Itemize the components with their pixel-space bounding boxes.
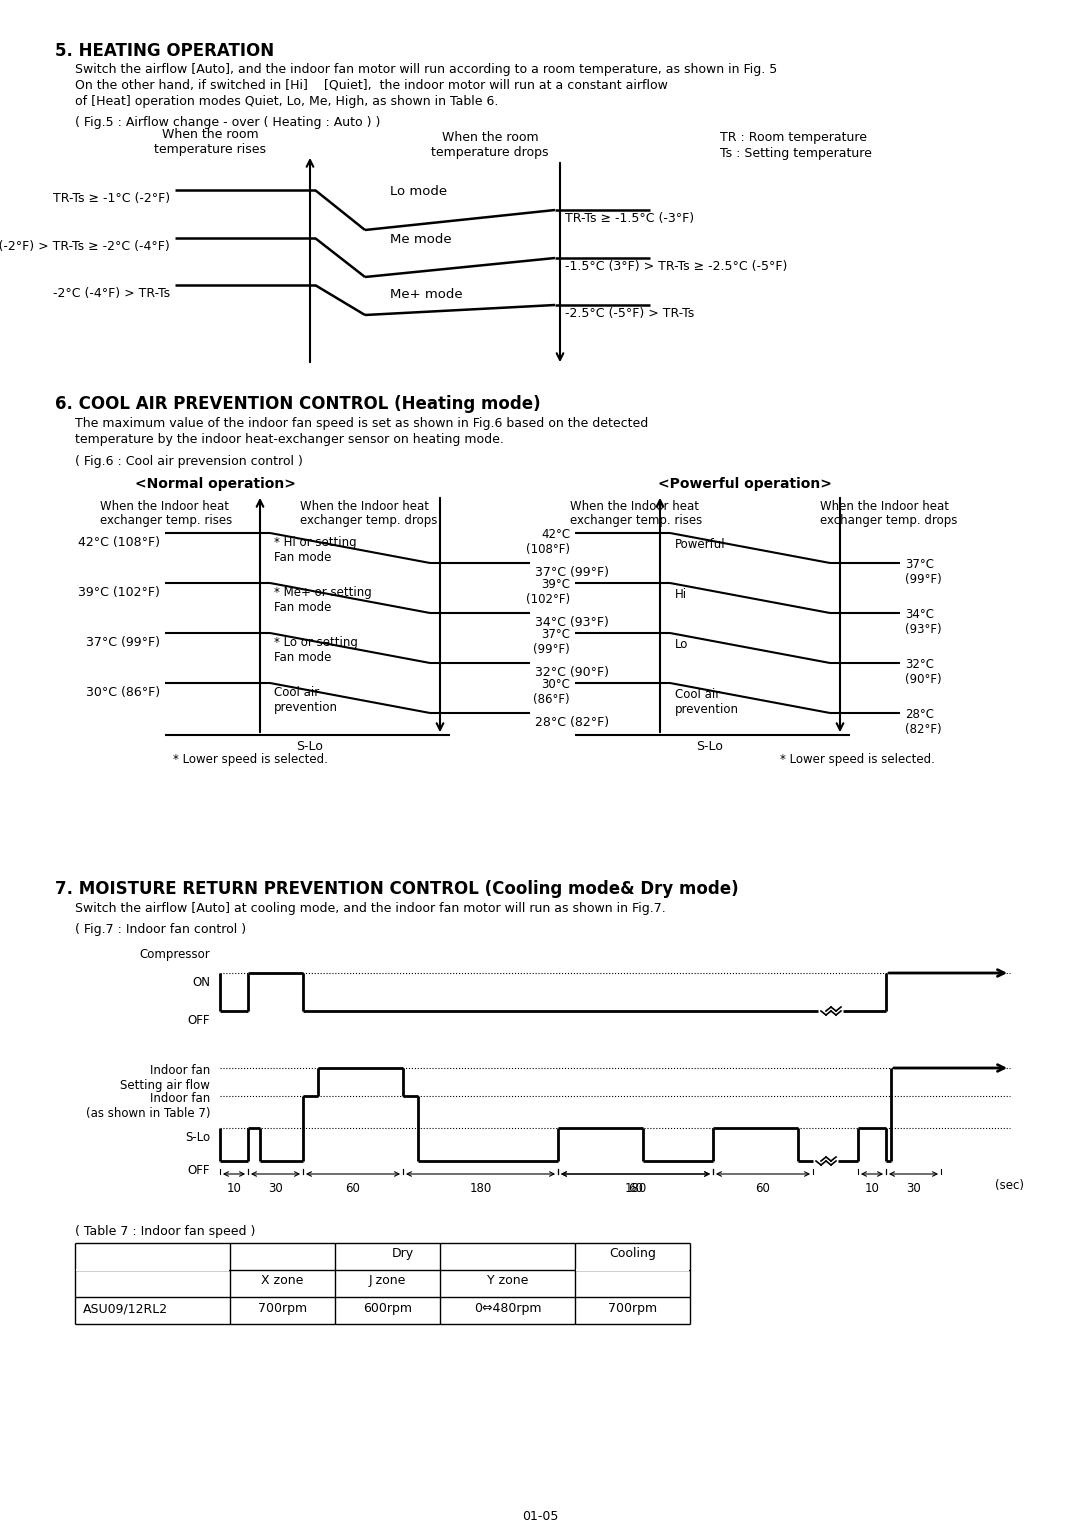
Text: -2°C (-4°F) > TR-Ts: -2°C (-4°F) > TR-Ts: [53, 287, 170, 299]
Text: ON: ON: [192, 976, 210, 989]
Text: 37°C (99°F): 37°C (99°F): [535, 567, 609, 579]
Text: 60: 60: [346, 1182, 361, 1196]
Text: -1°C (-2°F) > TR-Ts ≥ -2°C (-4°F): -1°C (-2°F) > TR-Ts ≥ -2°C (-4°F): [0, 240, 170, 253]
Text: 32°C (90°F): 32°C (90°F): [535, 666, 609, 680]
Text: When the Indoor heat: When the Indoor heat: [820, 499, 949, 513]
Text: On the other hand, if switched in [Hi]    [Quiet],  the indoor motor will run at: On the other hand, if switched in [Hi] […: [75, 79, 667, 92]
Text: 39°C (102°F): 39°C (102°F): [78, 586, 160, 599]
Text: When the Indoor heat: When the Indoor heat: [300, 499, 429, 513]
Text: Cool air
prevention: Cool air prevention: [675, 689, 739, 716]
Text: 700rpm: 700rpm: [608, 1303, 657, 1315]
Text: Lo mode: Lo mode: [390, 185, 447, 199]
Text: exchanger temp. rises: exchanger temp. rises: [570, 515, 702, 527]
Text: 39°C
(102°F): 39°C (102°F): [526, 579, 570, 606]
Text: <Normal operation>: <Normal operation>: [135, 476, 296, 492]
Text: Switch the airflow [Auto] at cooling mode, and the indoor fan motor will run as : Switch the airflow [Auto] at cooling mod…: [75, 902, 665, 915]
Text: 600rpm: 600rpm: [363, 1303, 411, 1315]
Text: J zone: J zone: [368, 1274, 406, 1287]
Text: temperature drops: temperature drops: [431, 147, 549, 159]
Text: 30: 30: [268, 1182, 283, 1196]
Text: 28°C
(82°F): 28°C (82°F): [905, 709, 942, 736]
Text: temperature rises: temperature rises: [154, 144, 266, 156]
Text: Indoor fan
Setting air flow: Indoor fan Setting air flow: [120, 1064, 210, 1092]
Text: * Lo or setting
Fan mode: * Lo or setting Fan mode: [274, 637, 357, 664]
Text: TR : Room temperature: TR : Room temperature: [720, 131, 867, 144]
Text: ( Fig.6 : Cool air prevension control ): ( Fig.6 : Cool air prevension control ): [75, 455, 302, 467]
Text: 30: 30: [906, 1182, 921, 1196]
Text: 30°C (86°F): 30°C (86°F): [86, 686, 160, 699]
Text: * Hi or setting
Fan mode: * Hi or setting Fan mode: [274, 536, 356, 563]
Text: Hi: Hi: [675, 588, 687, 602]
Text: S-Lo: S-Lo: [185, 1132, 210, 1144]
Text: When the Indoor heat: When the Indoor heat: [570, 499, 699, 513]
Text: * Lower speed is selected.: * Lower speed is selected.: [173, 753, 327, 767]
Text: The maximum value of the indoor fan speed is set as shown in Fig.6 based on the : The maximum value of the indoor fan spee…: [75, 417, 648, 431]
Text: exchanger temp. drops: exchanger temp. drops: [820, 515, 957, 527]
Text: of [Heat] operation modes Quiet, Lo, Me, High, as shown in Table 6.: of [Heat] operation modes Quiet, Lo, Me,…: [75, 95, 498, 108]
Text: 0⇔480rpm: 0⇔480rpm: [474, 1303, 541, 1315]
Text: 37°C (99°F): 37°C (99°F): [86, 637, 160, 649]
Text: ( Fig.5 : Airflow change - over ( Heating : Auto ) ): ( Fig.5 : Airflow change - over ( Heatin…: [75, 116, 380, 128]
Text: X zone: X zone: [261, 1274, 303, 1287]
Text: * Lower speed is selected.: * Lower speed is selected.: [780, 753, 935, 767]
Text: S-Lo: S-Lo: [297, 741, 323, 753]
Text: 42°C
(108°F): 42°C (108°F): [526, 528, 570, 556]
Text: 6. COOL AIR PREVENTION CONTROL (Heating mode): 6. COOL AIR PREVENTION CONTROL (Heating …: [55, 395, 541, 412]
Text: 10: 10: [227, 1182, 242, 1196]
Text: S-Lo: S-Lo: [697, 741, 724, 753]
Text: Ts : Setting temperature: Ts : Setting temperature: [720, 147, 872, 160]
Text: Dry: Dry: [391, 1248, 414, 1260]
Text: Powerful: Powerful: [675, 538, 726, 551]
Text: ( Fig.7 : Indoor fan control ): ( Fig.7 : Indoor fan control ): [75, 922, 246, 936]
Text: 01-05: 01-05: [522, 1510, 558, 1522]
Text: When the room: When the room: [162, 128, 258, 140]
Text: 37°C
(99°F): 37°C (99°F): [905, 557, 942, 586]
Text: temperature by the indoor heat-exchanger sensor on heating mode.: temperature by the indoor heat-exchanger…: [75, 434, 504, 446]
Text: 5. HEATING OPERATION: 5. HEATING OPERATION: [55, 43, 274, 60]
Text: 37°C
(99°F): 37°C (99°F): [534, 628, 570, 657]
Text: <Powerful operation>: <Powerful operation>: [658, 476, 832, 492]
Text: 10: 10: [865, 1182, 879, 1196]
Text: exchanger temp. drops: exchanger temp. drops: [300, 515, 437, 527]
Text: 42°C (108°F): 42°C (108°F): [78, 536, 160, 550]
Text: exchanger temp. rises: exchanger temp. rises: [100, 515, 232, 527]
Text: ASU09/12RL2: ASU09/12RL2: [83, 1303, 168, 1315]
Text: When the Indoor heat: When the Indoor heat: [100, 499, 229, 513]
Text: TR-Ts ≥ -1°C (-2°F): TR-Ts ≥ -1°C (-2°F): [53, 192, 170, 205]
Text: 34°C
(93°F): 34°C (93°F): [905, 608, 942, 637]
Text: Compressor: Compressor: [139, 948, 210, 960]
Text: 30°C
(86°F): 30°C (86°F): [534, 678, 570, 705]
Text: When the room: When the room: [442, 131, 538, 144]
Text: Lo: Lo: [675, 638, 688, 651]
Text: 60: 60: [756, 1182, 770, 1196]
Text: 180: 180: [470, 1182, 491, 1196]
Text: (sec): (sec): [995, 1179, 1024, 1193]
Text: 7. MOISTURE RETURN PREVENTION CONTROL (Cooling mode& Dry mode): 7. MOISTURE RETURN PREVENTION CONTROL (C…: [55, 880, 739, 898]
Text: * Me+ or setting
Fan mode: * Me+ or setting Fan mode: [274, 586, 372, 614]
Text: Me+ mode: Me+ mode: [390, 289, 462, 301]
Text: Cool air
prevention: Cool air prevention: [274, 686, 338, 715]
Text: Switch the airflow [Auto], and the indoor fan motor will run according to a room: Switch the airflow [Auto], and the indoo…: [75, 63, 778, 76]
Text: Indoor fan
(as shown in Table 7): Indoor fan (as shown in Table 7): [85, 1092, 210, 1119]
Text: ( Table 7 : Indoor fan speed ): ( Table 7 : Indoor fan speed ): [75, 1225, 255, 1238]
Text: 700rpm: 700rpm: [258, 1303, 307, 1315]
Text: 34°C (93°F): 34°C (93°F): [535, 615, 609, 629]
Text: OFF: OFF: [188, 1164, 210, 1177]
Text: -2.5°C (-5°F) > TR-Ts: -2.5°C (-5°F) > TR-Ts: [565, 307, 694, 321]
Text: Y zone: Y zone: [487, 1274, 528, 1287]
Text: 28°C (82°F): 28°C (82°F): [535, 716, 609, 728]
Text: TR-Ts ≥ -1.5°C (-3°F): TR-Ts ≥ -1.5°C (-3°F): [565, 212, 694, 224]
Text: Cooling: Cooling: [609, 1248, 656, 1260]
Text: OFF: OFF: [188, 1014, 210, 1028]
Text: 60: 60: [629, 1182, 643, 1196]
Text: 180: 180: [624, 1182, 647, 1196]
Text: -1.5°C (3°F) > TR-Ts ≥ -2.5°C (-5°F): -1.5°C (3°F) > TR-Ts ≥ -2.5°C (-5°F): [565, 260, 787, 273]
Text: Me mode: Me mode: [390, 234, 451, 246]
Text: 32°C
(90°F): 32°C (90°F): [905, 658, 942, 686]
